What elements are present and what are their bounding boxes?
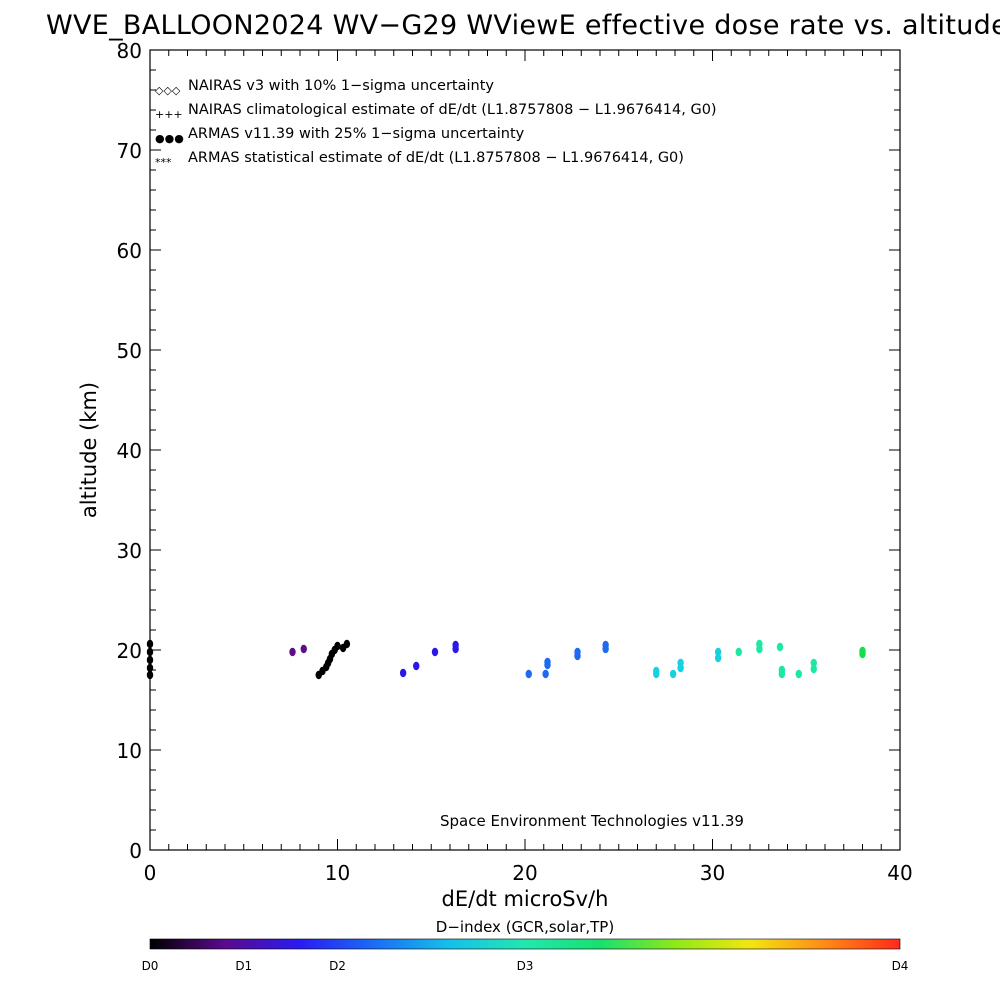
legend: ◇◇◇ NAIRAS v3 with 10% 1−sigma uncertaint… <box>155 78 717 169</box>
data-point <box>810 658 817 668</box>
y-tick-label: 20 <box>117 639 142 663</box>
data-point <box>289 647 296 657</box>
data-point <box>810 664 817 674</box>
data-point <box>343 639 351 649</box>
data-point <box>714 647 722 657</box>
data-point <box>452 640 459 650</box>
legend-label: ARMAS v11.39 with 25% 1−sigma uncertaint… <box>188 126 525 142</box>
legend-marker: +++ <box>155 108 183 121</box>
data-point <box>776 642 784 652</box>
x-tick-label: 30 <box>700 861 725 885</box>
colorbar-labels: D0 D1 D2 D3 D4 <box>142 959 909 973</box>
y-axis-tick-labels: 0 10 20 30 40 50 60 70 80 <box>117 39 142 863</box>
plot-frame <box>149 49 901 851</box>
x-axis-label: dE/dt microSv/h <box>442 887 609 911</box>
data-point <box>778 665 786 675</box>
data-point <box>756 639 763 649</box>
y-tick-label: 30 <box>117 539 142 563</box>
y-tick-label: 70 <box>117 139 142 163</box>
colorbar-label: D1 <box>235 959 252 973</box>
colorbar-label: D4 <box>892 959 909 973</box>
data-point <box>525 669 532 679</box>
legend-marker: *** <box>155 156 172 169</box>
data-point <box>859 646 866 656</box>
data-point <box>669 669 677 679</box>
colorbar-label: D3 <box>517 959 534 973</box>
annotation-credit: Space Environment Technologies v11.39 <box>440 812 744 830</box>
y-tick-label: 80 <box>117 39 142 63</box>
data-point <box>735 647 742 657</box>
x-axis-ticks <box>149 50 901 850</box>
data-point <box>413 661 420 671</box>
colorbar-label: D0 <box>142 959 159 973</box>
data-point <box>334 641 341 651</box>
colorbar-label: D2 <box>329 959 346 973</box>
data-point <box>300 644 307 654</box>
y-tick-label: 0 <box>129 839 142 863</box>
x-tick-label: 20 <box>512 861 537 885</box>
y-tick-label: 10 <box>117 739 142 763</box>
chart-title: WVE_BALLOON2024 WV−G29 WViewE effective … <box>46 10 1000 41</box>
data-point <box>146 663 154 673</box>
data-point <box>602 640 609 650</box>
legend-label: NAIRAS climatological estimate of dE/dt … <box>188 102 717 118</box>
data-point <box>653 666 660 676</box>
data-point <box>544 657 551 667</box>
data-point <box>146 655 154 665</box>
legend-label: NAIRAS v3 with 10% 1−sigma uncertainty <box>188 78 494 94</box>
y-tick-label: 40 <box>117 439 142 463</box>
data-point <box>714 653 722 663</box>
data-point <box>542 669 549 679</box>
data-point <box>431 647 439 657</box>
legend-label: ARMAS statistical estimate of dE/dt (L1.… <box>188 150 684 166</box>
colorbar-title: D−index (GCR,solar,TP) <box>436 918 614 936</box>
data-point <box>146 647 154 657</box>
data-point <box>146 639 154 649</box>
data-points <box>146 639 866 680</box>
legend-marker: ●●● <box>155 132 184 145</box>
y-tick-label: 50 <box>117 339 142 363</box>
x-tick-label: 40 <box>887 861 912 885</box>
x-tick-label: 0 <box>144 861 157 885</box>
data-point <box>795 669 802 679</box>
y-axis-label: altitude (km) <box>77 382 101 518</box>
data-point <box>677 658 684 668</box>
x-axis-tick-labels: 0 10 20 30 40 <box>144 861 913 885</box>
data-point <box>574 647 581 657</box>
colorbar <box>149 938 901 950</box>
y-tick-label: 60 <box>117 239 142 263</box>
legend-marker: ◇◇◇ <box>155 84 181 97</box>
y-axis-ticks <box>150 49 900 851</box>
data-point <box>146 670 154 680</box>
x-tick-label: 10 <box>325 861 350 885</box>
data-point <box>399 668 407 678</box>
